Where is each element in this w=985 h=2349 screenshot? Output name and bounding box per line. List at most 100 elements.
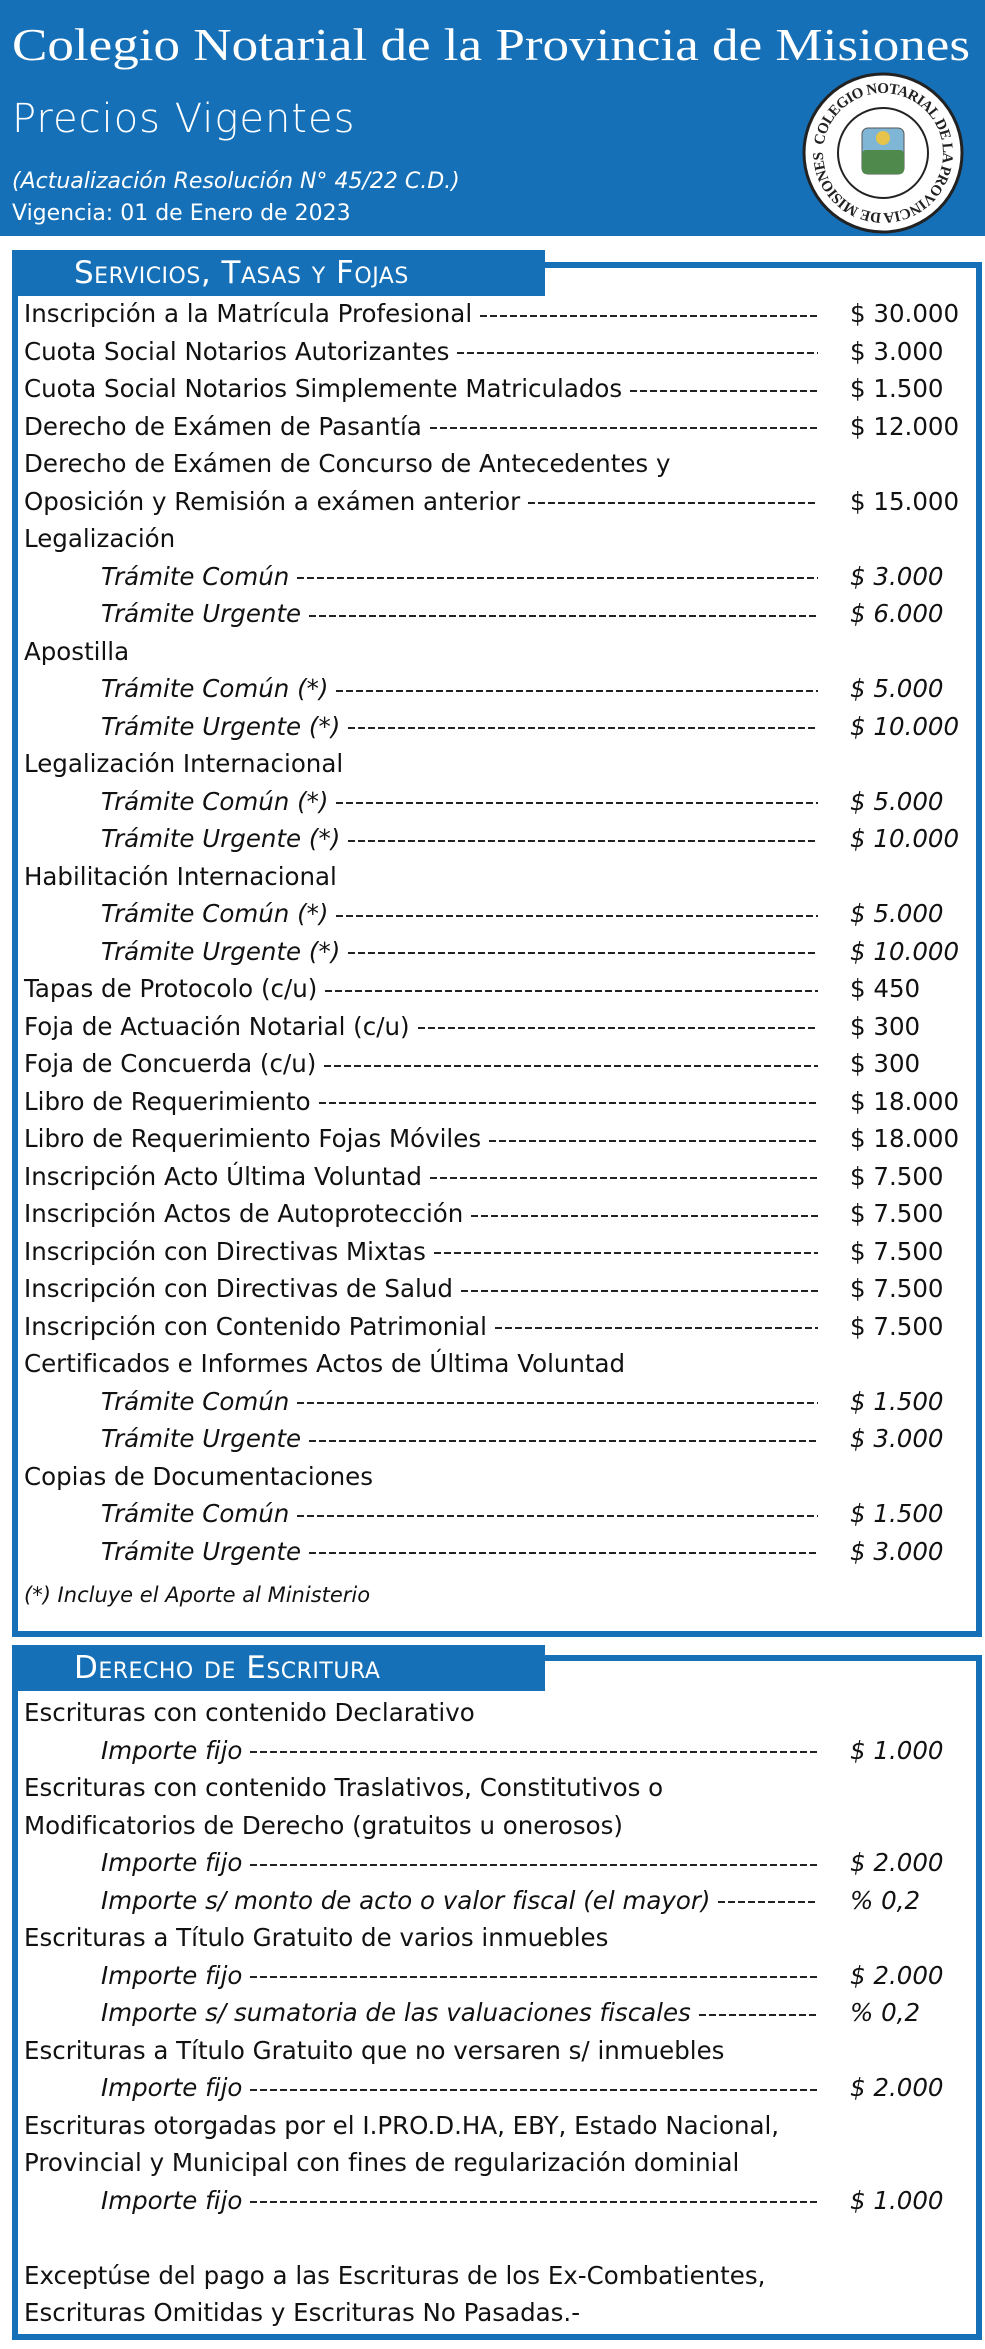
sub-item-label: Trámite Común (*): [101, 786, 329, 816]
price: $ 10.000: [850, 824, 960, 853]
section-rows: Inscripción a la Matrícula Profesional $ …: [24, 295, 974, 1610]
price: $ 12.000: [850, 411, 960, 441]
price: $ 10.000: [850, 711, 960, 741]
item-row: Inscripción con Directivas de Salud $ 7.5…: [24, 1270, 974, 1308]
item-row: Cuota Social Notarios Autorizantes $ 3.00…: [24, 333, 974, 371]
item-row: Escrituras a Título Gratuito que no vers…: [24, 2032, 974, 2070]
sub-item-label: Trámite Urgente: [101, 1424, 302, 1453]
price: $ 10.000: [850, 936, 960, 966]
item-label: Inscripción con Directivas Mixtas: [24, 1236, 426, 1266]
leader: [250, 1751, 818, 1754]
header-subtitle: Precios Vigentes: [12, 96, 355, 142]
item-label: Tapas de Protocolo (c/u): [24, 974, 318, 1003]
sub-item-label: Trámite Urgente (*): [101, 711, 341, 741]
header-title: Colegio Notarial de la Provincia de Misi…: [12, 19, 970, 70]
item-label: Legalización: [24, 524, 176, 553]
item-row: Apostilla: [24, 633, 974, 671]
item-label: Cuota Social Notarios Autorizantes: [24, 336, 450, 366]
price: $ 5.000: [850, 674, 944, 703]
price: $ 1.500: [850, 374, 944, 403]
item-row: Cuota Social Notarios Simplemente Matric…: [24, 370, 974, 408]
leader: [429, 1177, 818, 1180]
sub-item-label: Importe fijo: [101, 1848, 243, 1877]
item-row: Escrituras a Título Gratuito de varios i…: [24, 1919, 974, 1957]
price: $ 2.000: [850, 1960, 944, 1990]
price: $ 7.500: [850, 1311, 944, 1341]
section-box: [12, 1655, 982, 2340]
leader: [297, 1402, 818, 1405]
item-label: Certificados e Informes Actos de Última …: [24, 1349, 626, 1378]
item-label: Inscripción Actos de Autoprotección: [24, 1199, 464, 1228]
item-label: Modificatorios de Derecho (gratuitos u o…: [24, 1810, 623, 1840]
leader: [348, 839, 818, 842]
item-label: Inscripción con Directivas de Salud: [24, 1274, 453, 1303]
price: $ 5.000: [850, 899, 944, 928]
sub-item-row: Trámite Urgente (*) $ 10.000: [24, 820, 974, 858]
leader: [348, 952, 818, 955]
sub-item-row: Importe s/ monto de acto o valor fiscal …: [24, 1882, 974, 1920]
price: $ 7.500: [850, 1199, 944, 1228]
item-label: Escrituras con contenido Traslativos, Co…: [24, 1773, 664, 1802]
price: $ 3.000: [850, 1536, 944, 1566]
header: Colegio Notarial de la Provincia de Misi…: [0, 0, 985, 236]
leader: [318, 1102, 818, 1105]
price: $ 3.000: [850, 336, 944, 366]
item-row: Libro de Requerimiento $ 18.000: [24, 1083, 974, 1121]
leader: [336, 689, 818, 692]
sub-item-row: Importe fijo $ 2.000: [24, 2069, 974, 2107]
item-label: Cuota Social Notarios Simplemente Matric…: [24, 374, 623, 403]
sub-item-row: Trámite Urgente (*) $ 10.000: [24, 933, 974, 971]
section-rows: Escrituras con contenido Declarativo Impo…: [24, 1694, 974, 2332]
leader: [250, 2201, 818, 2204]
leader: [309, 614, 818, 617]
price: $ 1.500: [850, 1499, 944, 1528]
price: $ 3.000: [850, 1424, 944, 1453]
price: $ 7.500: [850, 1274, 944, 1303]
item-row: Tapas de Protocolo (c/u) $ 450: [24, 970, 974, 1008]
price: $ 3.000: [850, 561, 944, 591]
item-row: Inscripción a la Matrícula Profesional $ …: [24, 295, 974, 333]
leader: [417, 1027, 818, 1030]
sub-item-label: Importe fijo: [101, 2073, 243, 2102]
item-label: Habilitación Internacional: [24, 861, 337, 891]
sub-item-label: Trámite Común: [101, 1499, 290, 1528]
item-row: Foja de Actuación Notarial (c/u) $ 300: [24, 1008, 974, 1046]
price: $ 18.000: [850, 1124, 960, 1153]
leader: [325, 989, 818, 992]
sub-item-row: Trámite Común $ 3.000: [24, 558, 974, 596]
section-box: [12, 262, 982, 1637]
item-row: Foja de Concuerda (c/u) $ 300: [24, 1045, 974, 1083]
section-title: Servicios, Tasas y Fojas: [12, 250, 545, 296]
item-label: Escrituras a Título Gratuito de varios i…: [24, 1923, 609, 1952]
item-row: Oposición y Remisión a exámen anterior $ …: [24, 483, 974, 521]
price: $ 1.000: [850, 2185, 944, 2215]
sub-item-row: Trámite Común $ 1.500: [24, 1495, 974, 1533]
item-row: Libro de Requerimiento Fojas Móviles $ 18…: [24, 1120, 974, 1158]
header-validity: Vigencia: 01 de Enero de 2023: [12, 201, 351, 226]
price: $ 2.000: [850, 1848, 944, 1877]
sub-item-label: Importe fijo: [101, 1735, 243, 1765]
price: $ 18.000: [850, 1086, 960, 1116]
leader: [309, 1439, 818, 1442]
sub-item-row: Importe s/ sumatoria de las valuaciones …: [24, 1994, 974, 2032]
item-label: Foja de Concuerda (c/u): [24, 1049, 317, 1078]
note-line: Exceptúse del pago a las Escrituras de l…: [24, 2260, 766, 2290]
price: % 0,2: [850, 1885, 921, 1915]
sub-item-label: Trámite Común: [101, 1386, 290, 1416]
leader: [494, 1327, 818, 1330]
leader: [250, 2088, 818, 2091]
item-row: Legalización: [24, 520, 974, 558]
sub-item-label: Trámite Común (*): [101, 899, 329, 928]
item-label: Inscripción con Contenido Patrimonial: [24, 1311, 487, 1341]
item-label: Inscripción Acto Última Voluntad: [24, 1161, 422, 1191]
item-label: Provincial y Municipal con fines de regu…: [24, 2148, 740, 2177]
leader: [489, 1139, 818, 1142]
item-row: Derecho de Exámen de Concurso de Anteced…: [24, 445, 974, 483]
price: $ 15.000: [850, 486, 960, 516]
price: $ 7.500: [850, 1161, 944, 1191]
sub-item-label: Importe s/ sumatoria de las valuaciones …: [101, 1998, 691, 2027]
price: $ 6.000: [850, 599, 944, 628]
sub-item-label: Trámite Urgente (*): [101, 824, 341, 853]
leader: [309, 1552, 818, 1555]
leader: [457, 352, 818, 355]
